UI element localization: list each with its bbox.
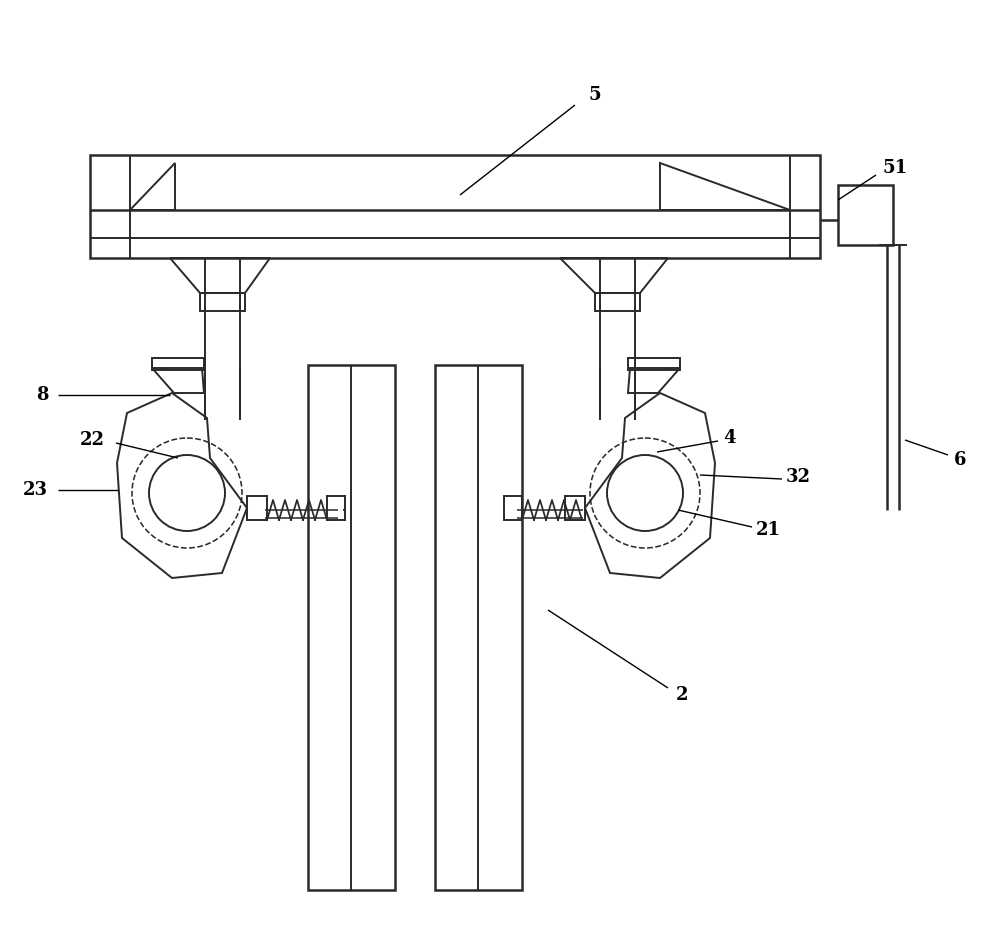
Text: 32: 32 — [786, 468, 810, 486]
Text: 23: 23 — [22, 481, 48, 499]
Bar — [200, 293, 245, 311]
Text: 2: 2 — [676, 686, 688, 704]
Bar — [435, 365, 522, 890]
Bar — [247, 496, 267, 520]
Text: 6: 6 — [954, 451, 966, 469]
Text: 22: 22 — [80, 431, 104, 449]
Bar — [504, 496, 522, 520]
Text: 8: 8 — [36, 386, 48, 404]
Bar — [595, 293, 640, 311]
Bar — [628, 358, 680, 370]
Text: 4: 4 — [724, 429, 736, 447]
Bar — [565, 496, 585, 520]
Bar — [90, 155, 820, 258]
Text: 21: 21 — [756, 521, 780, 539]
Bar — [308, 365, 395, 890]
Bar — [152, 358, 204, 370]
Text: 51: 51 — [882, 159, 908, 177]
Bar — [838, 185, 893, 245]
Text: 5: 5 — [589, 86, 601, 104]
Bar — [327, 496, 345, 520]
